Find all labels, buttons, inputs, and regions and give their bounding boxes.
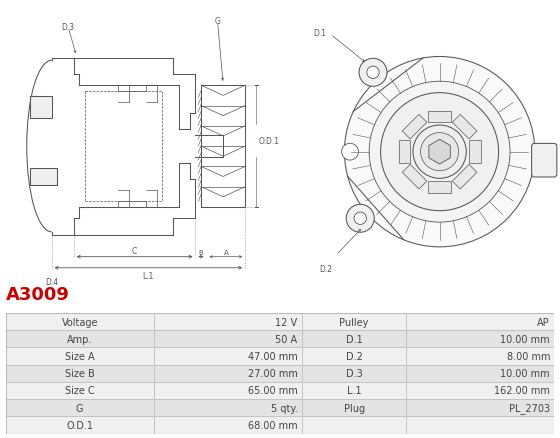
Bar (406, 399, 554, 417)
Bar (30, 97, 52, 119)
Bar (302, 399, 406, 417)
Bar (30, 169, 57, 185)
Text: 65.00 mm: 65.00 mm (248, 385, 297, 396)
Circle shape (354, 212, 366, 225)
Bar (302, 348, 406, 365)
Bar (428, 111, 451, 123)
Text: O.D.1: O.D.1 (66, 420, 93, 430)
Bar (406, 330, 554, 348)
Bar (6, 417, 154, 434)
Text: L.1: L.1 (347, 385, 361, 396)
Text: Size B: Size B (65, 368, 95, 378)
Bar (6, 313, 154, 330)
Text: G: G (76, 403, 83, 413)
Bar (406, 417, 554, 434)
Text: A: A (223, 250, 228, 256)
Text: 8.00 mm: 8.00 mm (506, 351, 550, 361)
Text: D.2: D.2 (319, 264, 332, 273)
Text: Plug: Plug (343, 403, 365, 413)
Text: 50 A: 50 A (276, 334, 297, 344)
Circle shape (359, 59, 387, 87)
Text: B: B (199, 250, 203, 256)
Text: D.1: D.1 (314, 29, 326, 39)
Text: Voltage: Voltage (62, 317, 98, 327)
Bar (6, 382, 154, 399)
Bar (399, 141, 410, 164)
Text: O.D.1: O.D.1 (259, 137, 280, 146)
Bar (154, 330, 302, 348)
Text: PL_2703: PL_2703 (509, 403, 550, 413)
Text: AP: AP (538, 317, 550, 327)
Bar (6, 330, 154, 348)
Bar (154, 417, 302, 434)
Circle shape (369, 82, 510, 223)
Text: 27.00 mm: 27.00 mm (248, 368, 297, 378)
Text: 12 V: 12 V (276, 317, 297, 327)
Bar (402, 115, 427, 140)
Circle shape (346, 205, 374, 233)
Text: 47.00 mm: 47.00 mm (248, 351, 297, 361)
Text: D.2: D.2 (346, 351, 362, 361)
Bar (154, 348, 302, 365)
Bar (402, 165, 427, 190)
Circle shape (381, 93, 498, 211)
Text: 162.00 mm: 162.00 mm (494, 385, 550, 396)
Text: 10.00 mm: 10.00 mm (501, 334, 550, 344)
Bar (154, 365, 302, 382)
Text: 5 qty.: 5 qty. (271, 403, 297, 413)
Bar (469, 141, 480, 164)
Bar (452, 115, 477, 140)
Text: L.1: L.1 (143, 271, 154, 280)
Text: D.4: D.4 (45, 278, 58, 287)
Bar (452, 165, 477, 190)
FancyBboxPatch shape (531, 144, 557, 177)
Bar (154, 399, 302, 417)
Bar (406, 348, 554, 365)
Text: D.3: D.3 (62, 23, 75, 32)
Text: G: G (214, 17, 221, 26)
Text: A3009: A3009 (6, 286, 69, 304)
Text: Size A: Size A (65, 351, 95, 361)
Bar (406, 382, 554, 399)
Text: Size C: Size C (65, 385, 95, 396)
Text: 68.00 mm: 68.00 mm (248, 420, 297, 430)
Bar (406, 365, 554, 382)
Circle shape (413, 126, 466, 179)
Bar (302, 417, 406, 434)
Bar (406, 313, 554, 330)
Circle shape (421, 133, 459, 171)
Text: Pulley: Pulley (339, 317, 369, 327)
Bar (302, 330, 406, 348)
Text: 10.00 mm: 10.00 mm (501, 368, 550, 378)
Bar (428, 182, 451, 193)
Bar (302, 313, 406, 330)
Bar (154, 313, 302, 330)
Bar (154, 382, 302, 399)
Bar (6, 348, 154, 365)
Text: D.1: D.1 (346, 334, 362, 344)
Bar (302, 382, 406, 399)
Text: Amp.: Amp. (67, 334, 92, 344)
Polygon shape (429, 140, 450, 165)
Circle shape (342, 144, 358, 161)
Circle shape (344, 57, 535, 247)
Text: D.3: D.3 (346, 368, 362, 378)
Bar (6, 365, 154, 382)
Bar (302, 365, 406, 382)
Text: C: C (132, 247, 137, 256)
Bar (6, 399, 154, 417)
Circle shape (367, 67, 379, 79)
